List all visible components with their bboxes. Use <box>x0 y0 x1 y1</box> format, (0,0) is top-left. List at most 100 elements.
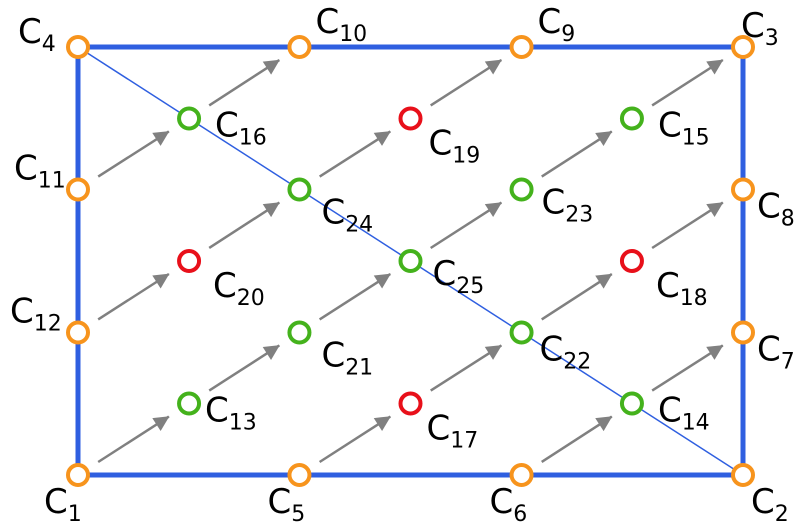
label-c12: C12 <box>10 291 62 336</box>
label-subscript: 18 <box>680 286 708 311</box>
label-c9: C9 <box>538 2 576 47</box>
node-c10 <box>289 37 309 57</box>
arrow-c5-c17 <box>320 417 391 462</box>
label-subscript: 2 <box>775 502 789 527</box>
label-c4: C4 <box>18 12 56 57</box>
arrow-c18-c8 <box>652 203 723 248</box>
node-c17 <box>401 394 421 414</box>
arrow-c25-c23 <box>431 203 502 248</box>
arrow-c15-c3 <box>652 60 723 105</box>
label-subscript: 17 <box>450 429 478 454</box>
label-subscript: 14 <box>682 411 710 436</box>
label-c23: C23 <box>542 183 594 228</box>
node-c20 <box>179 251 199 271</box>
label-subscript: 22 <box>563 349 591 374</box>
node-c4 <box>68 37 88 57</box>
label-base: C <box>490 482 514 522</box>
label-base: C <box>757 329 781 369</box>
label-subscript: 21 <box>345 355 373 380</box>
arrow-c13-c21 <box>209 345 279 390</box>
label-subscript: 23 <box>565 203 593 228</box>
arrow-c19-c9 <box>431 60 502 105</box>
node-c8 <box>733 180 753 200</box>
label-subscript: 1 <box>68 502 82 527</box>
label-base: C <box>429 123 453 163</box>
label-subscript: 8 <box>781 207 795 232</box>
node-c21 <box>289 322 309 342</box>
node-c23 <box>512 180 532 200</box>
label-subscript: 25 <box>456 274 484 299</box>
arrow-c6-c14 <box>542 417 612 462</box>
label-subscript: 7 <box>781 349 795 374</box>
label-subscript: 15 <box>682 125 710 150</box>
label-c18: C18 <box>656 266 708 311</box>
label-c3: C3 <box>741 6 779 51</box>
label-base: C <box>321 193 345 233</box>
arrow-c20-c24 <box>209 203 279 248</box>
node-c6 <box>512 465 532 485</box>
arrow-c14-c7 <box>652 345 723 390</box>
arrow-c16-c10 <box>209 60 279 105</box>
node-c19 <box>401 108 421 128</box>
label-base: C <box>14 149 38 189</box>
label-subscript: 3 <box>765 26 779 51</box>
node-c25 <box>401 251 421 271</box>
node-c22 <box>512 322 532 342</box>
node-c5 <box>289 465 309 485</box>
label-c17: C17 <box>427 409 479 454</box>
node-c14 <box>622 394 642 414</box>
label-c13: C13 <box>205 391 257 436</box>
label-base: C <box>215 105 239 145</box>
node-c16 <box>179 108 199 128</box>
arrow-c1-c13 <box>98 417 169 462</box>
arrow-c23-c15 <box>542 131 612 176</box>
label-base: C <box>751 482 775 522</box>
label-base: C <box>205 391 229 431</box>
label-c5: C5 <box>267 482 305 527</box>
label-base: C <box>315 2 339 42</box>
node-c12 <box>68 322 88 342</box>
label-c14: C14 <box>658 391 710 436</box>
node-c15 <box>622 108 642 128</box>
label-subscript: 9 <box>561 22 575 47</box>
label-c15: C15 <box>658 105 710 150</box>
label-c19: C19 <box>429 123 481 168</box>
label-subscript: 12 <box>34 311 62 336</box>
node-layer <box>68 37 753 485</box>
label-base: C <box>658 105 682 145</box>
label-subscript: 4 <box>42 32 56 57</box>
label-c21: C21 <box>321 335 373 380</box>
arrow-c22-c18 <box>542 274 612 319</box>
label-c22: C22 <box>540 329 592 374</box>
label-base: C <box>267 482 291 522</box>
label-c25: C25 <box>433 254 485 299</box>
label-subscript: 16 <box>239 125 267 150</box>
label-subscript: 6 <box>513 502 527 527</box>
label-base: C <box>18 12 42 52</box>
label-base: C <box>427 409 451 449</box>
label-base: C <box>656 266 680 306</box>
node-c13 <box>179 394 199 414</box>
label-subscript: 24 <box>345 213 373 238</box>
label-base: C <box>213 266 237 306</box>
arrow-c24-c19 <box>320 131 391 176</box>
label-base: C <box>658 391 682 431</box>
node-c7 <box>733 322 753 342</box>
label-subscript: 20 <box>237 286 265 311</box>
label-base: C <box>542 183 566 223</box>
label-subscript: 10 <box>339 22 367 47</box>
node-c1 <box>68 465 88 485</box>
label-c10: C10 <box>315 2 367 47</box>
label-base: C <box>321 335 345 375</box>
node-c9 <box>512 37 532 57</box>
label-subscript: 11 <box>38 169 66 194</box>
label-base: C <box>44 482 68 522</box>
label-subscript: 13 <box>229 411 257 436</box>
label-base: C <box>433 254 457 294</box>
node-c2 <box>733 465 753 485</box>
arrow-c12-c20 <box>98 274 169 319</box>
label-c1: C1 <box>44 482 82 527</box>
arrow-c21-c25 <box>320 274 391 319</box>
label-base: C <box>741 6 765 46</box>
